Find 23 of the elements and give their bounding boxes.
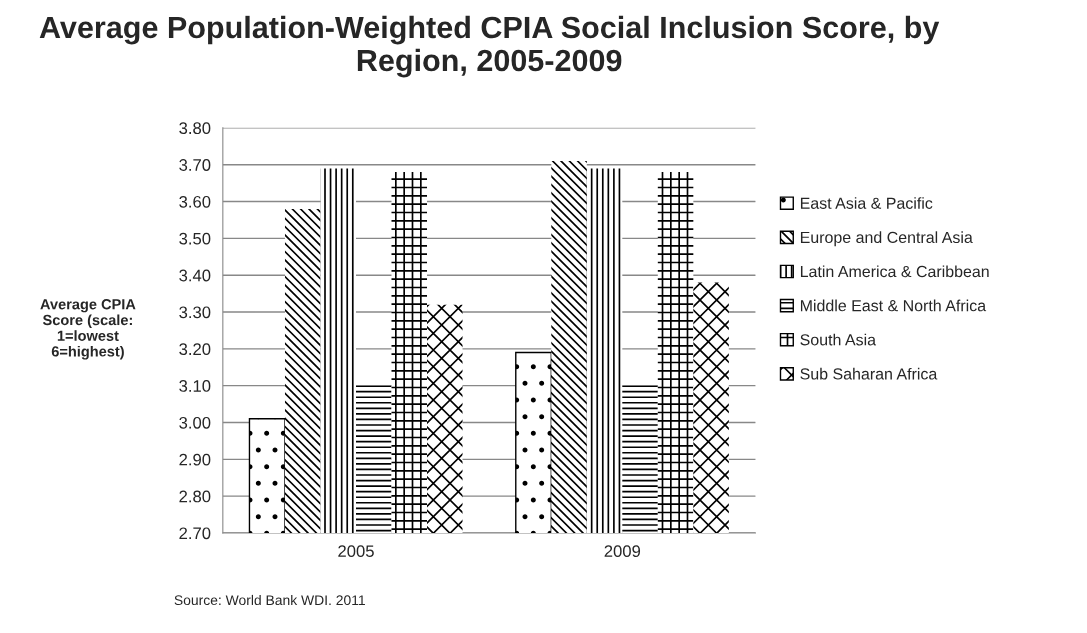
y-tick-label: 3.20 — [179, 343, 211, 356]
y-tick-label: 3.60 — [179, 195, 211, 208]
y-tick-label: 3.80 — [179, 122, 211, 135]
y-tick-label: 3.40 — [179, 269, 211, 282]
y-tick-label: 3.10 — [179, 380, 211, 392]
y-tick-label: 3.50 — [179, 232, 211, 245]
y-tick-label: 2.80 — [179, 490, 211, 503]
y-tick-label: 2.90 — [179, 453, 211, 466]
legend-label: Latin America & Caribbean — [800, 265, 989, 278]
legend-label: South Asia — [800, 333, 877, 346]
legend-label: Sub Saharan Africa — [800, 367, 938, 380]
legend-label: East Asia & Pacific — [800, 197, 933, 209]
y-tick-label: 3.00 — [179, 416, 211, 429]
legend-label: Middle East & North Africa — [800, 299, 987, 312]
x-tick-label: 2005 — [338, 545, 374, 558]
legend-label: Europe and Central Asia — [800, 231, 973, 247]
y-tick-label: 2.70 — [179, 527, 211, 540]
source-note: Source: World Bank WDI. 2011 — [174, 594, 365, 606]
y-tick-label: 3.30 — [179, 306, 211, 319]
y-tick-label: 3.70 — [179, 159, 211, 171]
x-tick-label: 2009 — [604, 545, 641, 558]
chart-title: Average Population-Weighted CPIA Social Inclusion Score, by Region, 2005-2009 — [39, 15, 940, 78]
y-axis-title: Average CPIA Score (scale: 1=lowest 6=highest) — [40, 299, 136, 360]
